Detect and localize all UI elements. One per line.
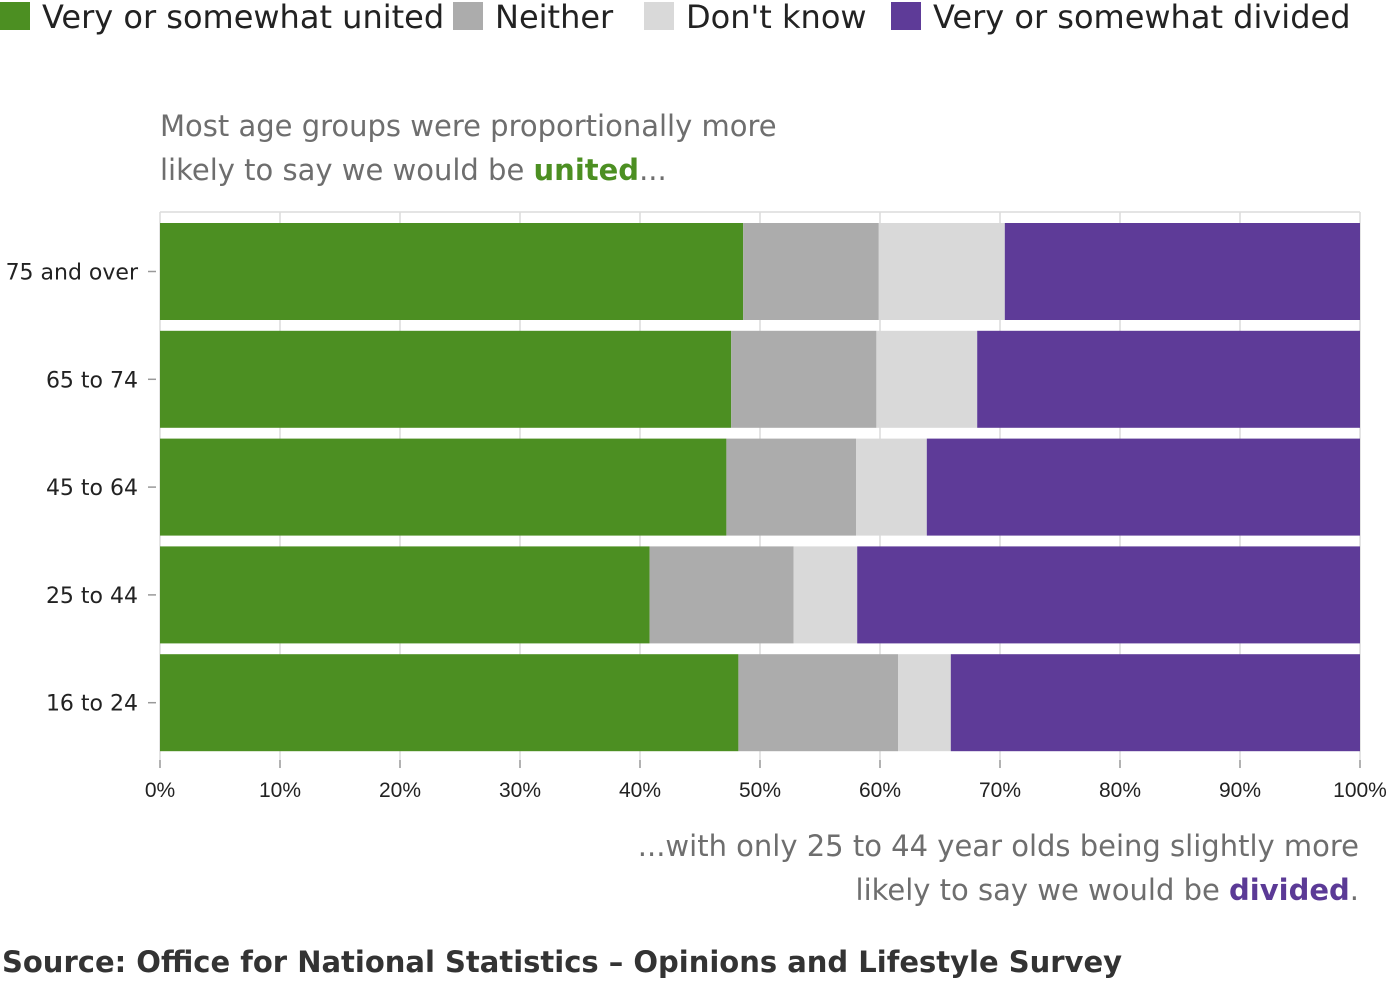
legend-swatch-divided [891,2,921,30]
y-tick-label: 65 to 74 [46,368,138,393]
source-note: Source: Office for National Statistics –… [2,945,1123,979]
annotation-divided-highlight: divided [1229,873,1350,907]
x-tick-label: 10% [259,779,301,802]
annotation-top-line2: likely to say we would be united... [160,148,880,192]
bar-segment [856,438,927,536]
legend-swatch-neither [453,2,483,30]
bar-segment [1004,223,1360,320]
bar-segment [738,654,898,752]
legend-swatch-united [0,2,30,30]
y-tick-label: 45 to 64 [46,476,138,501]
bar-segment [649,546,794,644]
y-tick-label: 25 to 44 [46,584,138,609]
annotation-bottom-suffix: . [1349,873,1359,907]
bar-segment [876,330,978,428]
y-tick-label: 16 to 24 [46,692,138,717]
legend-label-dont-know: Don't know [686,0,867,36]
bar-segment [726,438,856,536]
annotation-bottom-line2: likely to say we would be divided. [579,868,1359,912]
bar-segment [950,654,1360,752]
legend-label-divided: Very or somewhat divided [933,0,1351,36]
annotation-top-line1: Most age groups were proportionally more [160,109,777,143]
x-tick-label: 0% [145,779,175,802]
stacked-bar-chart: 75 and over 65 to 74 45 to 64 25 to 44 16 to… [6,211,1387,802]
legend-swatch-dont-know [644,2,674,30]
legend-label-neither: Neither [495,0,614,36]
bar-segment [977,330,1360,428]
annotation-top-prefix: likely to say we would be [160,153,534,187]
annotation-bottom-line1: ...with only 25 to 44 year olds being sl… [637,829,1359,863]
x-tick-label: 80% [1099,779,1141,802]
x-tick-label: 20% [379,779,421,802]
bar-segment [160,654,739,752]
bar-segment [926,438,1360,536]
annotation-bottom-prefix: likely to say we would be [855,873,1230,907]
bar-segment [743,223,879,320]
bar-segment [160,223,744,320]
bar-segment [878,223,1005,320]
x-tick-label: 90% [1219,779,1261,802]
bar-segment [731,330,877,428]
annotation-top: Most age groups were proportionally more… [160,104,880,192]
x-tick-label: 70% [979,779,1021,802]
x-tick-label: 40% [619,779,661,802]
annotation-bottom: ...with only 25 to 44 year olds being sl… [579,824,1359,912]
legend-label-united: Very or somewhat united [42,0,445,36]
bar-segment [793,546,858,644]
x-tick-label: 60% [859,779,901,802]
bar-segment [160,546,650,644]
annotation-united-highlight: united [533,153,640,187]
x-tick-label: 30% [499,779,541,802]
annotation-top-suffix: ... [639,153,667,187]
y-tick-label: 75 and over [6,261,139,286]
bar-segment [898,654,951,752]
x-tick-label: 50% [739,779,781,802]
x-tick-label: 100% [1333,779,1387,802]
bar-segment [160,438,727,536]
bar-segment [857,546,1360,644]
bar-segment [160,330,732,428]
